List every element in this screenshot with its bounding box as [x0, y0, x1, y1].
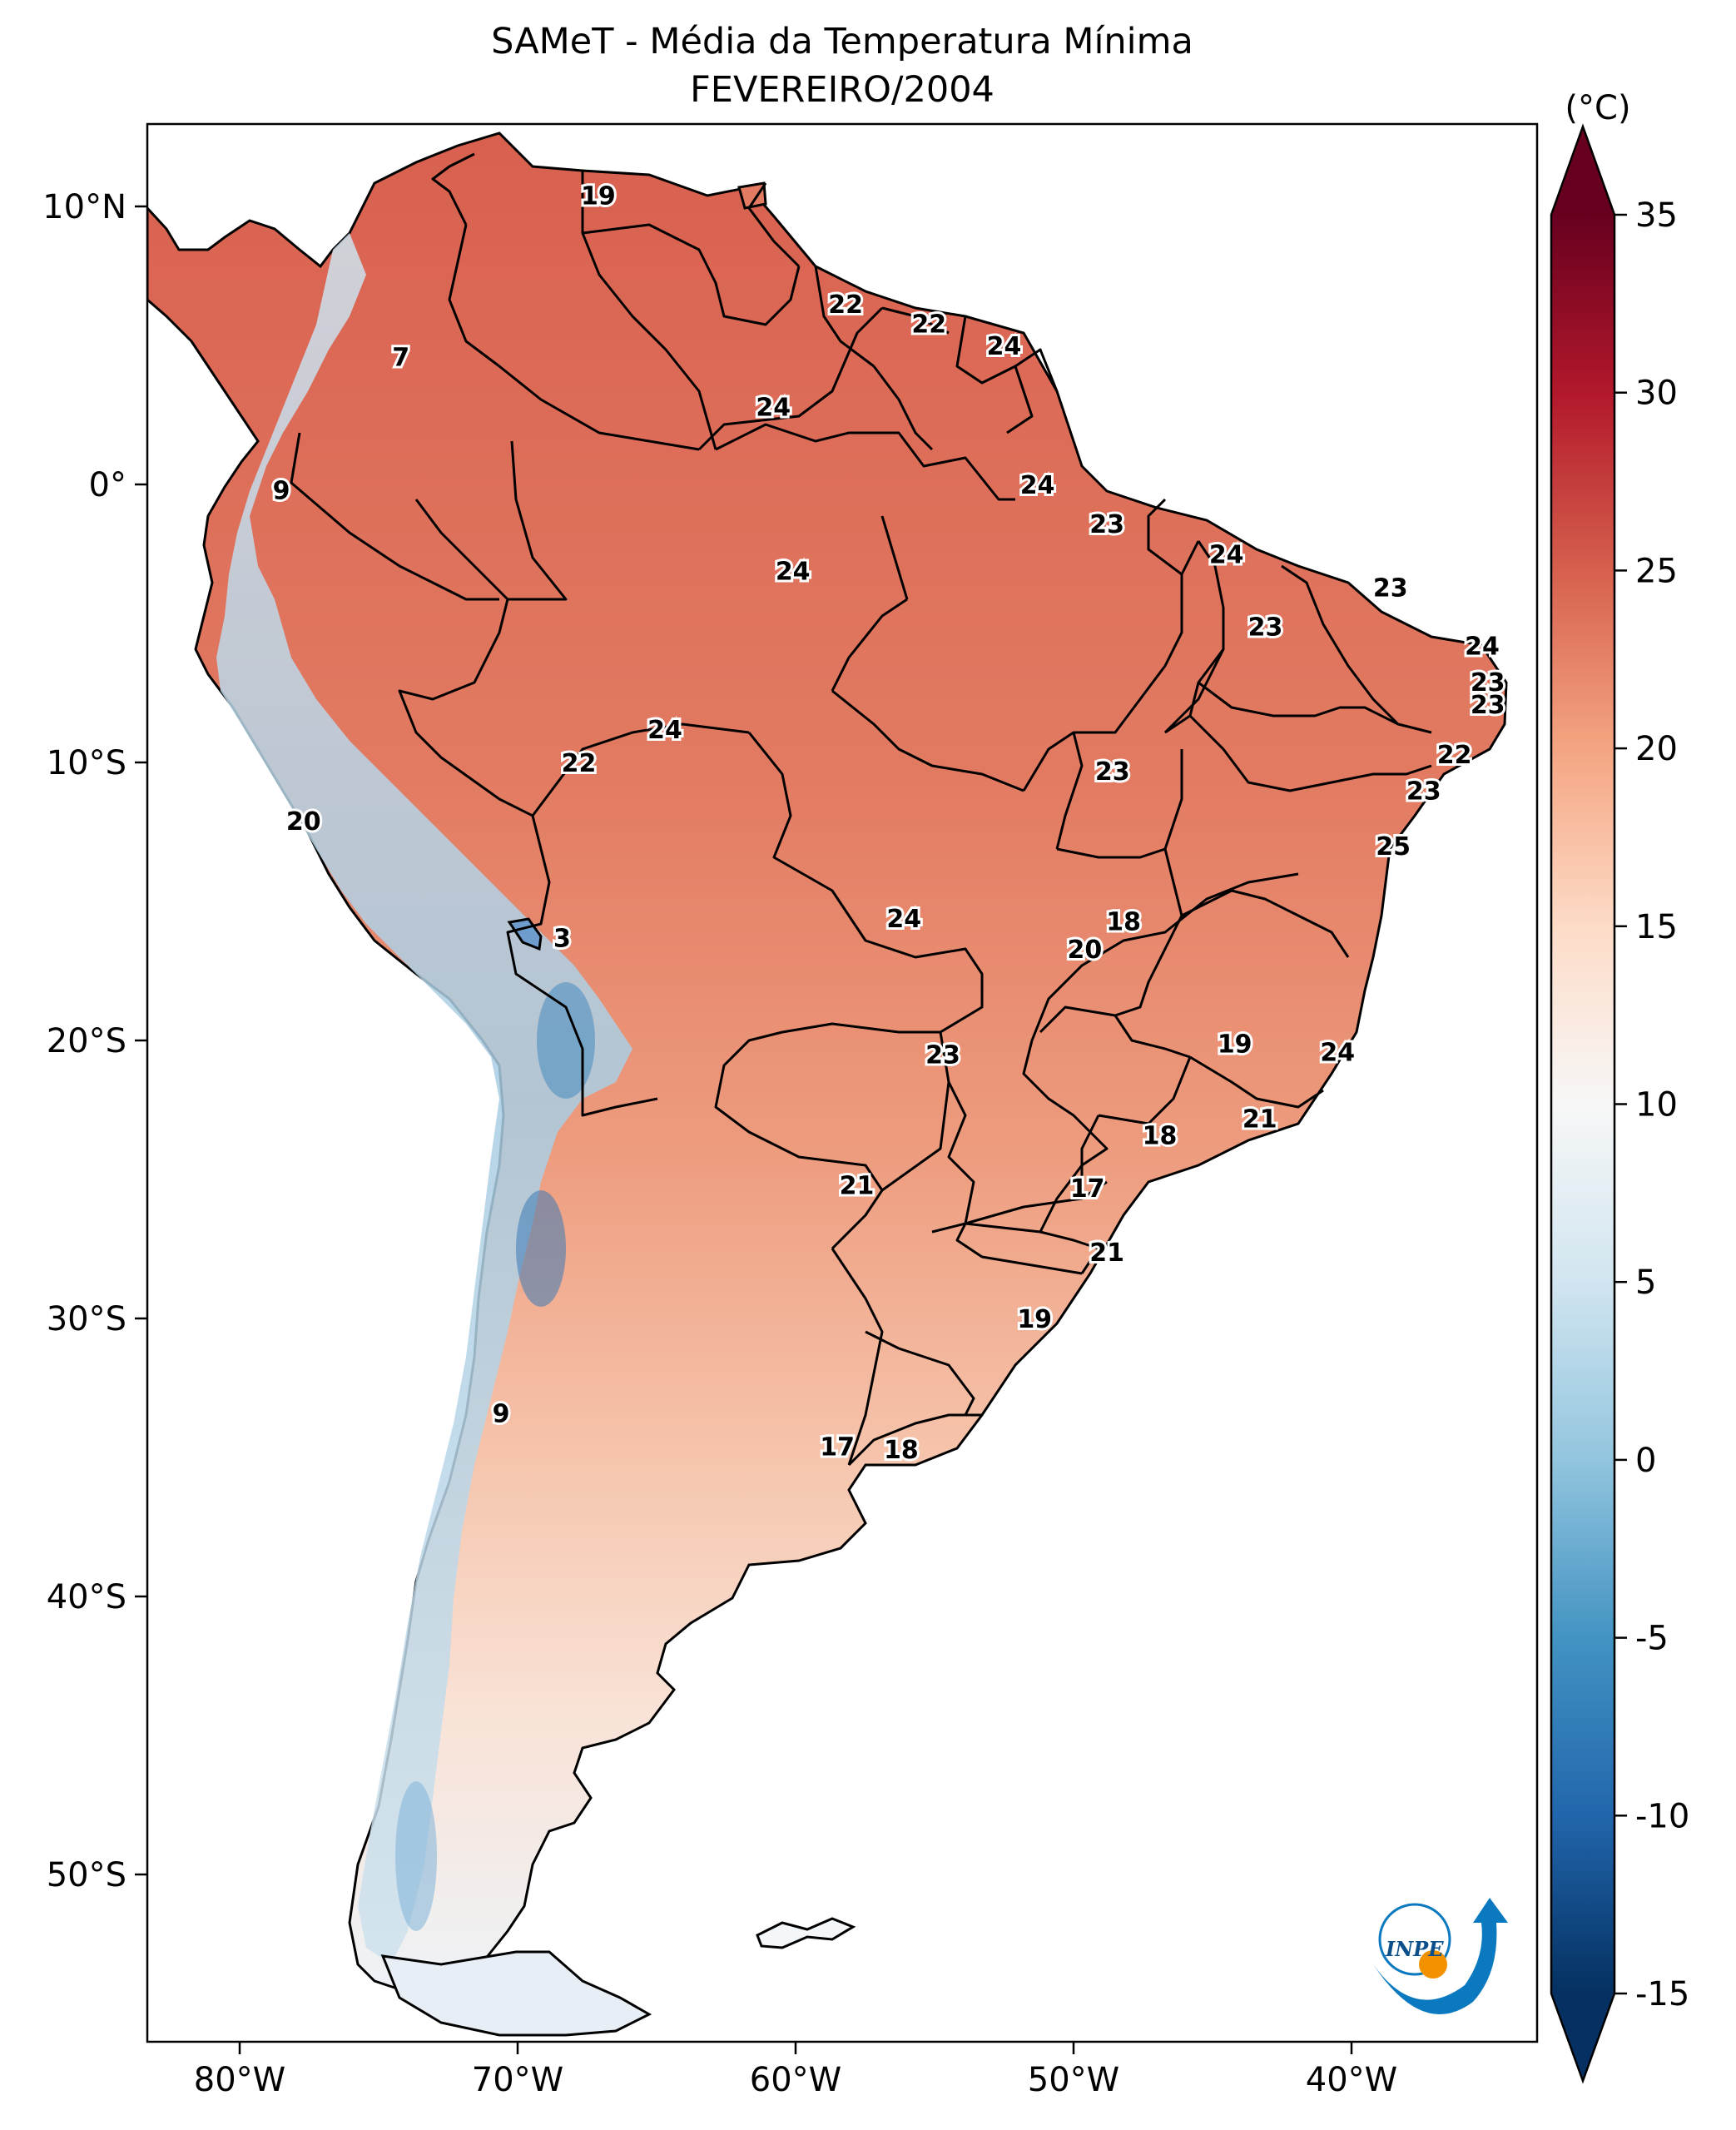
temperature-label: 23: [1406, 777, 1441, 806]
temperature-label: 24: [1465, 633, 1500, 662]
lon-label-70w: 70°W: [472, 2061, 563, 2099]
temperature-label: 22: [1437, 741, 1472, 770]
temperature-label: 19: [1017, 1305, 1052, 1334]
lat-label-50s: 50°S: [47, 1856, 126, 1894]
temperature-label: 19: [1218, 1030, 1252, 1059]
colorbar-ticks: 35 30 25 20 15 10 5 0 -5 -10 -15: [1614, 196, 1689, 2013]
temperature-label: 17: [820, 1433, 855, 1462]
andes-cold-band: [216, 233, 632, 1964]
temperature-label: 23: [925, 1041, 960, 1070]
temperature-label: 23: [1095, 757, 1130, 787]
lat-label-40s: 40°S: [47, 1578, 126, 1616]
temperature-label: 20: [1068, 936, 1103, 965]
map-title: SAMeT - Média da Temperatura Mínima: [491, 21, 1193, 62]
lat-label-10s: 10°S: [47, 744, 126, 782]
colorbar-tick-label: 20: [1635, 730, 1678, 768]
temperature-label: 23: [1248, 613, 1283, 642]
colorbar-lower-extend: [1551, 1993, 1614, 2081]
lon-label-60w: 60°W: [750, 2061, 841, 2099]
temperature-label: 23: [1373, 574, 1408, 603]
temperature-label: 18: [1106, 907, 1141, 936]
colorbar-body: [1551, 215, 1614, 1993]
temperature-label: 20: [286, 807, 321, 837]
temperature-label: 18: [1143, 1122, 1178, 1151]
south-america-landmass: [147, 132, 1508, 1991]
temperature-label: 23: [1089, 510, 1124, 539]
temperature-label: 24: [647, 716, 682, 745]
lon-label-80w: 80°W: [194, 2061, 285, 2099]
colorbar: [1550, 123, 1616, 2084]
temperature-label: 24: [886, 905, 921, 934]
cold-pocket-patagonia: [395, 1781, 437, 1931]
colorbar-tick-label: 35: [1635, 196, 1678, 235]
temperature-label: 21: [1242, 1105, 1277, 1135]
temperature-label: 22: [911, 310, 946, 339]
temperature-label: 24: [1320, 1038, 1355, 1067]
inpe-logo-text: INPE: [1385, 1937, 1444, 1961]
lat-ticks: [135, 205, 147, 1876]
falkland-islands: [756, 1917, 856, 1949]
trinidad: [737, 181, 767, 210]
political-borders: [290, 152, 1432, 1467]
temperature-label: 23: [1471, 691, 1505, 720]
temperature-label: 7: [392, 343, 409, 372]
temperature-label: 9: [493, 1400, 510, 1429]
temperature-label: 22: [828, 290, 863, 320]
lat-label-30s: 30°S: [47, 1300, 126, 1338]
colorbar-tick-label: 10: [1635, 1086, 1678, 1125]
colorbar-tick-label: 15: [1635, 908, 1678, 946]
lon-ticks: [238, 2042, 1353, 2054]
colorbar-tick-label: 25: [1635, 552, 1678, 590]
temperature-label: 24: [776, 558, 811, 587]
colorbar-tick-label: 5: [1635, 1264, 1656, 1302]
temperature-label: 24: [987, 332, 1022, 361]
colorbar-upper-extend: [1551, 127, 1614, 215]
cold-pocket-altiplano: [537, 982, 595, 1099]
tierra-del-fuego: [380, 1950, 652, 2037]
colorbar-tick-label: -10: [1635, 1797, 1689, 1835]
lat-label-0: 0°: [89, 466, 126, 504]
colorbar-tick-label: 30: [1635, 375, 1678, 413]
temperature-label: 9: [273, 477, 290, 506]
temperature-label: 19: [581, 182, 616, 211]
lat-label-20s: 20°S: [47, 1022, 126, 1060]
map-axes-frame: [146, 122, 1539, 2043]
temperature-label: 3: [553, 924, 571, 953]
temperature-label: 18: [884, 1436, 919, 1465]
map-subtitle: FEVEREIRO/2004: [690, 69, 994, 111]
temperature-label: 17: [1070, 1174, 1105, 1204]
colorbar-tick-label: -15: [1635, 1975, 1689, 2013]
lat-label-10n: 10°N: [42, 188, 126, 226]
colorbar-unit: (°C): [1565, 89, 1630, 127]
temperature-label: 21: [840, 1172, 875, 1201]
temperature-label: 21: [1089, 1239, 1124, 1268]
temperature-label: 23: [1471, 668, 1505, 698]
temperature-label: 22: [562, 749, 597, 778]
cold-pocket-andes-south: [516, 1190, 566, 1307]
temperature-label: 24: [1209, 541, 1244, 570]
colorbar-tick-label: -5: [1635, 1620, 1669, 1658]
lon-label-50w: 50°W: [1028, 2061, 1119, 2099]
temperature-label: 24: [1020, 471, 1055, 500]
temperature-label: 25: [1376, 832, 1411, 861]
lon-label-40w: 40°W: [1306, 2061, 1397, 2099]
inpe-logo: INPE: [1373, 1898, 1508, 2014]
temperature-label: 24: [756, 394, 791, 423]
colorbar-tick-label: 0: [1635, 1442, 1656, 1480]
